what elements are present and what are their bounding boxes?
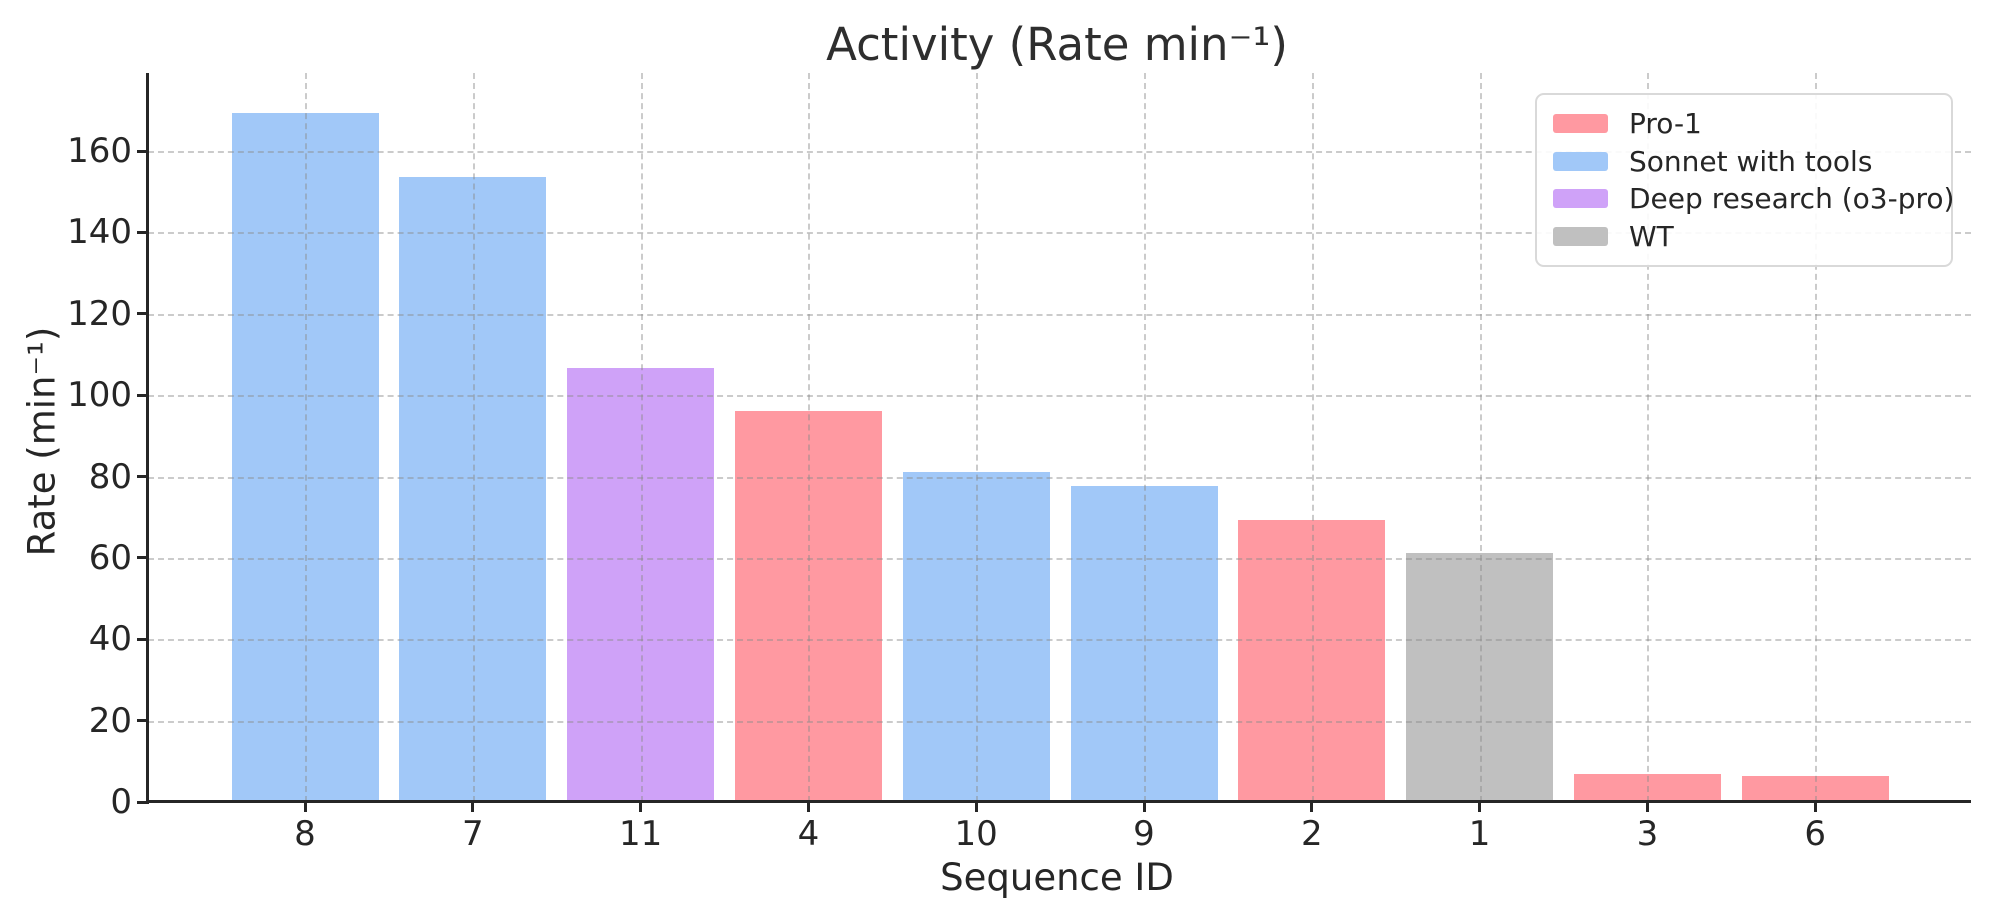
gridline-x-2 xyxy=(1311,73,1314,802)
y-tick-label: 160 xyxy=(67,131,132,172)
gridline-x-6 xyxy=(1815,73,1818,802)
gridline-x-9 xyxy=(1144,73,1146,802)
x-tick-label: 3 xyxy=(1636,814,1659,854)
y-tick-mark xyxy=(137,637,147,641)
x-tick-label: 10 xyxy=(954,814,998,854)
legend-item: Sonnet with tools xyxy=(1553,145,1935,178)
x-axis-spine xyxy=(146,800,1971,803)
bar-seq-9 xyxy=(1070,486,1218,802)
bar-seq-7 xyxy=(399,176,547,802)
legend-swatch-icon xyxy=(1553,189,1608,209)
bar-seq-2 xyxy=(1238,519,1386,802)
bar-seq-6 xyxy=(1741,776,1889,802)
y-tick-mark xyxy=(137,393,147,397)
y-tick-mark xyxy=(137,230,147,234)
x-tick-label: 8 xyxy=(294,814,316,854)
gridline-y-60 xyxy=(148,557,1971,560)
y-tick-mark xyxy=(137,556,147,560)
legend-item: Pro-1 xyxy=(1553,107,1935,140)
bar-seq-11 xyxy=(567,367,715,802)
gridline-y-160 xyxy=(148,151,1971,154)
y-tick-label: 120 xyxy=(67,293,132,334)
legend-item-label: Deep research (o3-pro) xyxy=(1629,182,1955,216)
x-tick-mark xyxy=(1645,802,1649,812)
y-tick-label: 0 xyxy=(110,782,132,822)
x-tick-mark xyxy=(974,802,978,812)
gridline-y-100 xyxy=(148,395,1971,398)
y-axis-spine xyxy=(146,73,149,804)
x-tick-mark xyxy=(303,802,307,812)
x-tick-label: 1 xyxy=(1468,814,1491,854)
gridline-x-8 xyxy=(305,73,307,802)
legend-item: WT xyxy=(1553,220,1935,253)
y-tick-label: 20 xyxy=(88,700,132,741)
bar-seq-10 xyxy=(902,472,1050,802)
x-tick-mark xyxy=(1478,802,1482,812)
y-tick-mark xyxy=(137,719,147,723)
y-tick-mark xyxy=(137,800,147,804)
y-tick-label: 100 xyxy=(67,375,132,416)
y-tick-label: 40 xyxy=(88,619,132,660)
x-tick-label: 9 xyxy=(1133,814,1155,854)
bar-seq-8 xyxy=(231,113,379,802)
legend: Pro-1 Sonnet with tools Deep research (o3-… xyxy=(1535,93,1954,267)
x-tick-mark xyxy=(1813,802,1817,812)
x-axis-label: Sequence ID xyxy=(940,856,1174,899)
gridline-x-4 xyxy=(808,73,811,802)
legend-swatch-icon xyxy=(1553,226,1608,246)
x-tick-label: 2 xyxy=(1300,814,1323,854)
x-tick-label: 7 xyxy=(461,814,484,854)
bar-seq-1 xyxy=(1406,553,1554,802)
gridline-y-140 xyxy=(148,232,1971,235)
x-tick-mark xyxy=(806,802,810,812)
gridline-x-10 xyxy=(976,73,979,802)
legend-swatch-icon xyxy=(1553,151,1608,171)
legend-item-label: WT xyxy=(1629,219,1674,253)
gridline-x-1 xyxy=(1479,73,1482,802)
y-tick-mark xyxy=(137,475,147,479)
chart-title: Activity (Rate min⁻¹) xyxy=(826,18,1288,71)
gridline-y-120 xyxy=(148,313,1971,316)
x-tick-label: 6 xyxy=(1804,814,1826,854)
y-tick-label: 60 xyxy=(88,537,132,578)
gridline-y-80 xyxy=(148,476,1971,479)
gridline-x-11 xyxy=(640,73,643,802)
x-tick-label: 11 xyxy=(618,814,663,854)
y-tick-mark xyxy=(137,149,147,153)
y-tick-label: 140 xyxy=(67,212,132,253)
x-tick-mark xyxy=(1142,802,1146,812)
y-tick-label: 80 xyxy=(88,456,132,497)
gridline-y-20 xyxy=(148,720,1971,723)
bar-seq-4 xyxy=(734,411,882,802)
legend-swatch-icon xyxy=(1553,114,1608,134)
x-tick-mark xyxy=(1310,802,1314,812)
gridline-x-7 xyxy=(472,73,475,802)
legend-item-label: Sonnet with tools xyxy=(1629,144,1873,178)
y-axis-label: Rate (min⁻¹) xyxy=(20,326,64,557)
gridline-y-40 xyxy=(148,639,1971,642)
gridline-x-3 xyxy=(1647,73,1650,802)
x-tick-mark xyxy=(639,802,643,812)
legend-item: Deep research (o3-pro) xyxy=(1553,182,1954,215)
plot-area xyxy=(148,73,1971,802)
y-tick-mark xyxy=(137,312,147,316)
x-tick-label: 4 xyxy=(797,814,820,854)
x-tick-mark xyxy=(471,802,475,812)
legend-item-label: Pro-1 xyxy=(1629,107,1702,141)
bar-seq-3 xyxy=(1573,773,1721,802)
